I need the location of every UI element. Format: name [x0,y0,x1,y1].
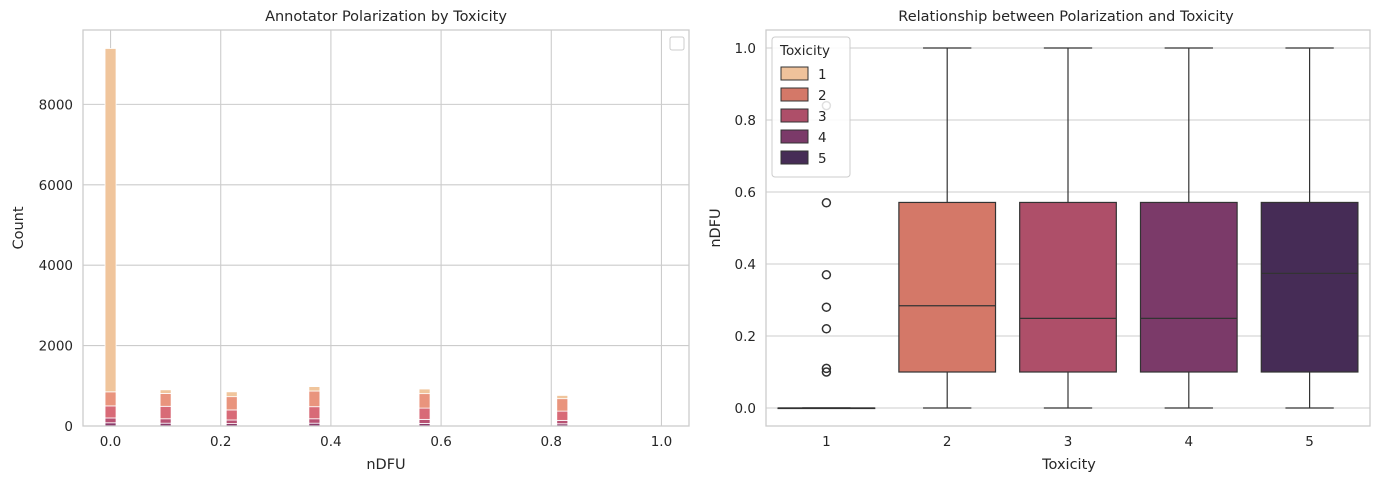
histogram-y-tick-label: 2000 [39,339,73,355]
histogram-bar-toxicity-3 [159,405,172,420]
histogram-bar-toxicity-3 [308,406,321,420]
histogram-y-ticks: 0 2000 4000 6000 8000 [39,97,73,435]
histogram-bar-toxicity-1 [159,389,172,394]
box-outlier [821,270,832,280]
histogram-y-tick-label: 8000 [39,97,73,113]
histogram-bar-toxicity-2 [418,393,431,409]
histogram-bar-toxicity-2 [308,390,321,408]
histogram-bar-toxicity-4 [556,419,569,425]
box-outlier [821,324,832,334]
histogram-empty-legend [669,36,685,51]
histogram-bar-toxicity-1 [308,386,321,392]
legend-entry-label: 1 [818,67,827,83]
boxplot-y-tick-label: 0.8 [735,113,756,129]
histogram-x-tick-label: 1.0 [651,434,672,450]
histogram-x-tick-label: 0.2 [210,434,231,450]
boxplot-y-tick-label: 0.4 [735,257,756,273]
boxplot-y-tick-label: 0.2 [735,329,756,345]
boxplot-x-ticks: 1 2 3 4 5 [822,434,1314,450]
legend-swatch-4 [780,129,809,144]
legend-swatch-5 [780,150,809,165]
boxplot-chart: Relationship between Polarization and To… [708,9,1371,473]
box-outlier [821,198,832,208]
histogram-y-tick-label: 6000 [39,178,73,194]
histogram-title: Annotator Polarization by Toxicity [265,9,507,25]
boxplot-x-tick-label: 5 [1305,434,1314,450]
histogram-bar-toxicity-4 [104,417,117,424]
histogram-bar-toxicity-2 [225,396,238,411]
legend-entries: 1 2 3 4 5 [780,66,827,167]
histogram-bars [104,48,569,427]
histogram-x-label: nDFU [366,457,405,473]
legend-swatch-1 [780,66,809,81]
histogram-bar-toxicity-2 [104,391,117,407]
histogram-y-label: Count [11,206,27,249]
histogram-x-tick-label: 0.8 [541,434,562,450]
histogram-bar-toxicity-1 [556,395,569,400]
histogram-y-tick-label: 4000 [39,258,73,274]
box-toxicity-3 [1019,47,1117,409]
histogram-chart: Annotator Polarization by Toxicity 0.0 0.… [11,9,690,473]
histogram-bar-toxicity-3 [225,409,238,421]
legend-title: Toxicity [779,43,830,59]
box-toxicity-4 [1139,47,1238,409]
boxplot-boxes [777,47,1359,410]
histogram-bar-toxicity-3 [104,405,117,419]
histogram-bar-toxicity-1 [104,48,117,393]
box-outlier [821,363,832,374]
histogram-bar-toxicity-4 [159,418,172,424]
boxplot-legend: Toxicity 1 2 3 4 5 [771,36,851,178]
boxplot-x-tick-label: 3 [1064,434,1073,450]
histogram-bar-toxicity-1 [225,391,238,398]
histogram-bar-toxicity-1 [418,388,431,395]
histogram-bar-toxicity-2 [159,393,172,407]
box-toxicity-2 [898,47,997,409]
boxplot-x-tick-label: 1 [822,434,831,450]
boxplot-y-tick-label: 0.0 [735,401,756,417]
histogram-y-tick-label: 0 [64,419,73,435]
histogram-bar-toxicity-4 [225,419,238,424]
histogram-bar-toxicity-3 [418,407,431,420]
box-outlier [821,302,832,312]
box-iqr [1019,201,1117,373]
box-iqr [898,201,997,373]
boxplot-frame [765,29,1371,427]
histogram-x-ticks: 0.0 0.2 0.4 0.6 0.8 1.0 [100,434,672,450]
histogram-x-tick-label: 0.6 [430,434,451,450]
boxplot-title: Relationship between Polarization and To… [898,9,1234,25]
boxplot-x-tick-label: 2 [943,434,952,450]
boxplot-y-tick-label: 1.0 [735,41,756,57]
histogram-gridlines [83,30,689,427]
histogram-bar-toxicity-4 [308,418,321,424]
histogram-x-tick-label: 0.0 [100,434,121,450]
legend-entry-label: 5 [818,151,827,167]
box-iqr [1139,201,1238,373]
box-outlier [821,367,832,377]
histogram-frame [82,29,690,427]
histogram-bar-toxicity-2 [556,398,569,412]
boxplot-y-ticks: 0.0 0.2 0.4 0.6 0.8 1.0 [735,41,756,417]
histogram-bar-toxicity-3 [556,410,569,421]
legend-entry-label: 3 [818,109,827,125]
legend-entry-label: 4 [818,130,827,146]
boxplot-x-label: Toxicity [1041,457,1096,473]
histogram-bar-toxicity-4 [418,418,431,424]
boxplot-x-tick-label: 4 [1185,434,1194,450]
boxplot-y-label: nDFU [708,208,724,247]
histogram-x-tick-label: 0.4 [320,434,341,450]
boxplot-y-tick-label: 0.6 [735,185,756,201]
box-toxicity-5 [1260,47,1359,409]
legend-swatch-3 [780,108,809,123]
box-iqr [1260,201,1359,373]
legend-swatch-2 [780,87,809,102]
legend-entry-label: 2 [818,88,827,104]
